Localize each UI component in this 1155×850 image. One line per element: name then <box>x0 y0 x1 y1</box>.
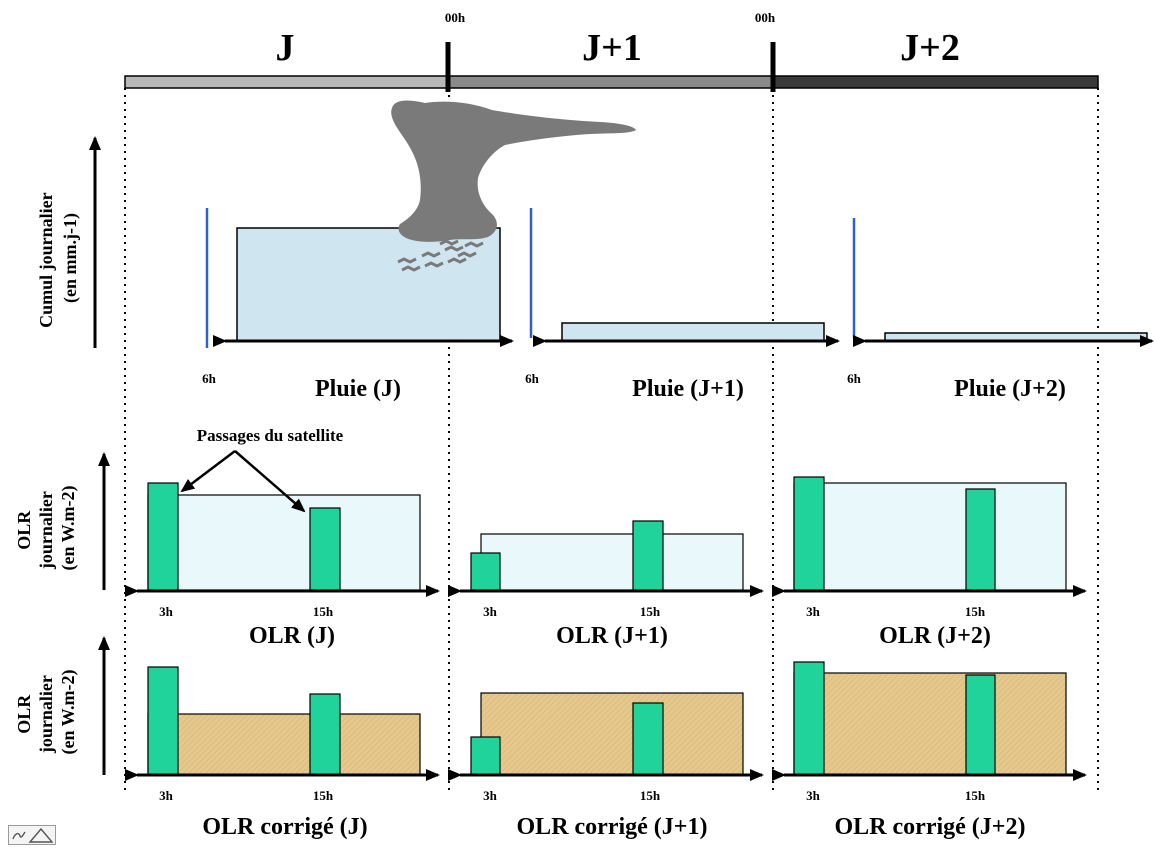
rain-caption-j1: Pluie (J+1) <box>632 376 744 402</box>
cutoff-hour-label-j: 6h <box>202 371 217 386</box>
rain-axis-label: Cumul journalier (en mm.j-1) <box>36 188 81 328</box>
corrected-caption-j2: OLR corrigé (J+2) <box>835 814 1026 840</box>
olr-corrected-rect-j <box>147 713 421 776</box>
day-band-j2 <box>772 75 1099 89</box>
olr-daily-rect-j1 <box>480 533 744 591</box>
olr-hour-label-j2-3h: 3h <box>806 604 821 619</box>
day-label-j1: J+1 <box>582 27 642 69</box>
olr-corrected-panel: OLR journalier (en W.m-2) 3h 15h 3h 15h … <box>14 636 1087 840</box>
olr-pass-bar-j1-3h <box>470 552 501 591</box>
corrected-hour-label-j1-15h: 15h <box>640 788 661 803</box>
olr-hour-label-j-3h: 3h <box>159 604 174 619</box>
annotation-pointer-15h <box>234 450 306 513</box>
olr-corrected-axis-label: OLR journalier (en W.m-2) <box>14 669 79 754</box>
corrected-hour-label-j-3h: 3h <box>159 788 174 803</box>
day-label-j2: J+2 <box>900 27 960 69</box>
midnight-label-1: 00h <box>445 10 466 25</box>
olr-axis-label: OLR journalier (en W.m-2) <box>14 485 79 570</box>
day-label-j: J <box>276 27 295 69</box>
olr-hour-label-j-15h: 15h <box>313 604 334 619</box>
olr-daily-rect-j2 <box>793 482 1067 591</box>
cutoff-hour-label-j2: 6h <box>847 371 862 386</box>
corrected-caption-j: OLR corrigé (J) <box>202 814 367 840</box>
day-timeline: J J+1 J+2 00h 00h <box>124 10 1099 92</box>
rain-panel: Cumul journalier (en mm.j-1) <box>36 100 1154 402</box>
corrected-hour-label-j-15h: 15h <box>313 788 334 803</box>
corrected-pass-bar-j2-3h <box>793 661 825 776</box>
day-band-j1 <box>447 75 774 89</box>
olr-hour-label-j2-15h: 15h <box>965 604 986 619</box>
day-separators <box>124 88 1099 790</box>
rain-caption-j2: Pluie (J+2) <box>954 376 1066 402</box>
corrected-hour-label-j2-3h: 3h <box>806 788 821 803</box>
corrected-hour-label-j1-3h: 3h <box>483 788 498 803</box>
olr-corrected-rect-j1 <box>480 692 744 776</box>
cutoff-hour-label-j1: 6h <box>525 371 540 386</box>
storm-cloud-icon <box>391 100 636 272</box>
olr-hour-label-j1-15h: 15h <box>640 604 661 619</box>
corrected-pass-bar-j2-15h <box>965 674 996 776</box>
corrected-pass-bar-j-15h <box>309 693 341 776</box>
olr-daily-rect-j <box>147 494 421 591</box>
annotation-pointer-3h <box>180 450 236 493</box>
rain-amount-bar-j1 <box>561 322 825 342</box>
olr-pass-bar-j1-15h <box>632 520 664 591</box>
corrected-pass-bar-j-3h <box>147 666 179 776</box>
olr-corrected-rect-j2 <box>793 672 1067 776</box>
rain-caption-j: Pluie (J) <box>315 376 401 402</box>
satellite-pass-annotation: Passages du satellite <box>197 426 344 445</box>
corrected-pass-bar-j1-3h <box>470 736 501 776</box>
drawing-tool-icon[interactable] <box>8 825 56 845</box>
olr-caption-j2: OLR (J+2) <box>879 623 991 649</box>
rain-amount-bar-j <box>236 227 501 342</box>
corrected-caption-j1: OLR corrigé (J+1) <box>517 814 708 840</box>
olr-pass-bar-j2-15h <box>965 488 996 591</box>
midnight-label-2: 00h <box>755 10 776 25</box>
olr-hour-label-j1-3h: 3h <box>483 604 498 619</box>
day-band-j <box>124 75 449 89</box>
olr-pass-bar-j-3h <box>147 482 179 591</box>
olr-panel: OLR journalier (en W.m-2) Passages du sa… <box>14 426 1087 649</box>
olr-pass-bar-j2-3h <box>793 476 825 591</box>
olr-caption-j1: OLR (J+1) <box>556 623 668 649</box>
corrected-hour-label-j2-15h: 15h <box>965 788 986 803</box>
corrected-pass-bar-j1-15h <box>632 702 664 776</box>
olr-pass-bar-j-15h <box>309 507 341 591</box>
olr-caption-j: OLR (J) <box>249 623 335 649</box>
